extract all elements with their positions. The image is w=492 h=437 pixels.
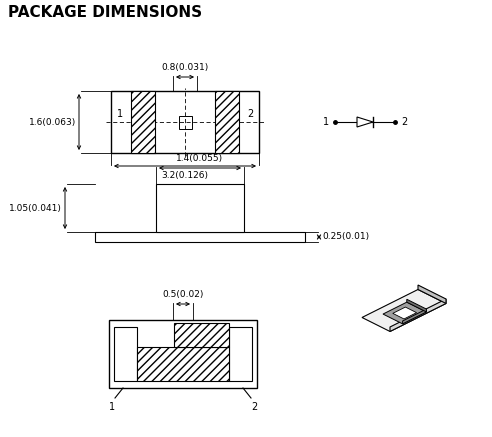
Text: 1: 1 bbox=[109, 402, 115, 412]
Bar bbox=[229, 327, 252, 381]
Text: 2: 2 bbox=[251, 402, 257, 412]
Text: 0.5(0.02): 0.5(0.02) bbox=[162, 290, 204, 299]
Bar bbox=[109, 320, 257, 388]
Bar bbox=[215, 91, 239, 153]
Polygon shape bbox=[390, 299, 446, 332]
Polygon shape bbox=[393, 307, 417, 319]
Polygon shape bbox=[383, 302, 427, 324]
Text: 1: 1 bbox=[117, 109, 123, 119]
Text: 1.05(0.041): 1.05(0.041) bbox=[9, 204, 62, 212]
Bar bbox=[131, 91, 155, 153]
Bar bbox=[95, 232, 305, 242]
Text: 3.2(0.126): 3.2(0.126) bbox=[161, 171, 209, 180]
Text: 2: 2 bbox=[401, 117, 407, 127]
Bar bbox=[137, 347, 229, 381]
Text: PACKAGE DIMENSIONS: PACKAGE DIMENSIONS bbox=[8, 5, 202, 20]
Bar bbox=[114, 327, 137, 381]
Text: 1: 1 bbox=[323, 117, 329, 127]
Polygon shape bbox=[407, 299, 427, 312]
Bar bbox=[174, 323, 229, 347]
Polygon shape bbox=[418, 285, 446, 303]
Text: 0.8(0.031): 0.8(0.031) bbox=[161, 63, 209, 72]
Text: 1.6(0.063): 1.6(0.063) bbox=[29, 118, 76, 126]
Text: 1.4(0.055): 1.4(0.055) bbox=[177, 154, 223, 163]
Text: 0.25(0.01): 0.25(0.01) bbox=[322, 232, 369, 242]
Bar bbox=[156, 184, 244, 232]
Bar bbox=[111, 91, 259, 153]
Bar bbox=[179, 115, 191, 128]
Text: 2: 2 bbox=[247, 109, 253, 119]
Polygon shape bbox=[362, 289, 446, 332]
Polygon shape bbox=[402, 309, 427, 324]
Polygon shape bbox=[357, 117, 373, 127]
